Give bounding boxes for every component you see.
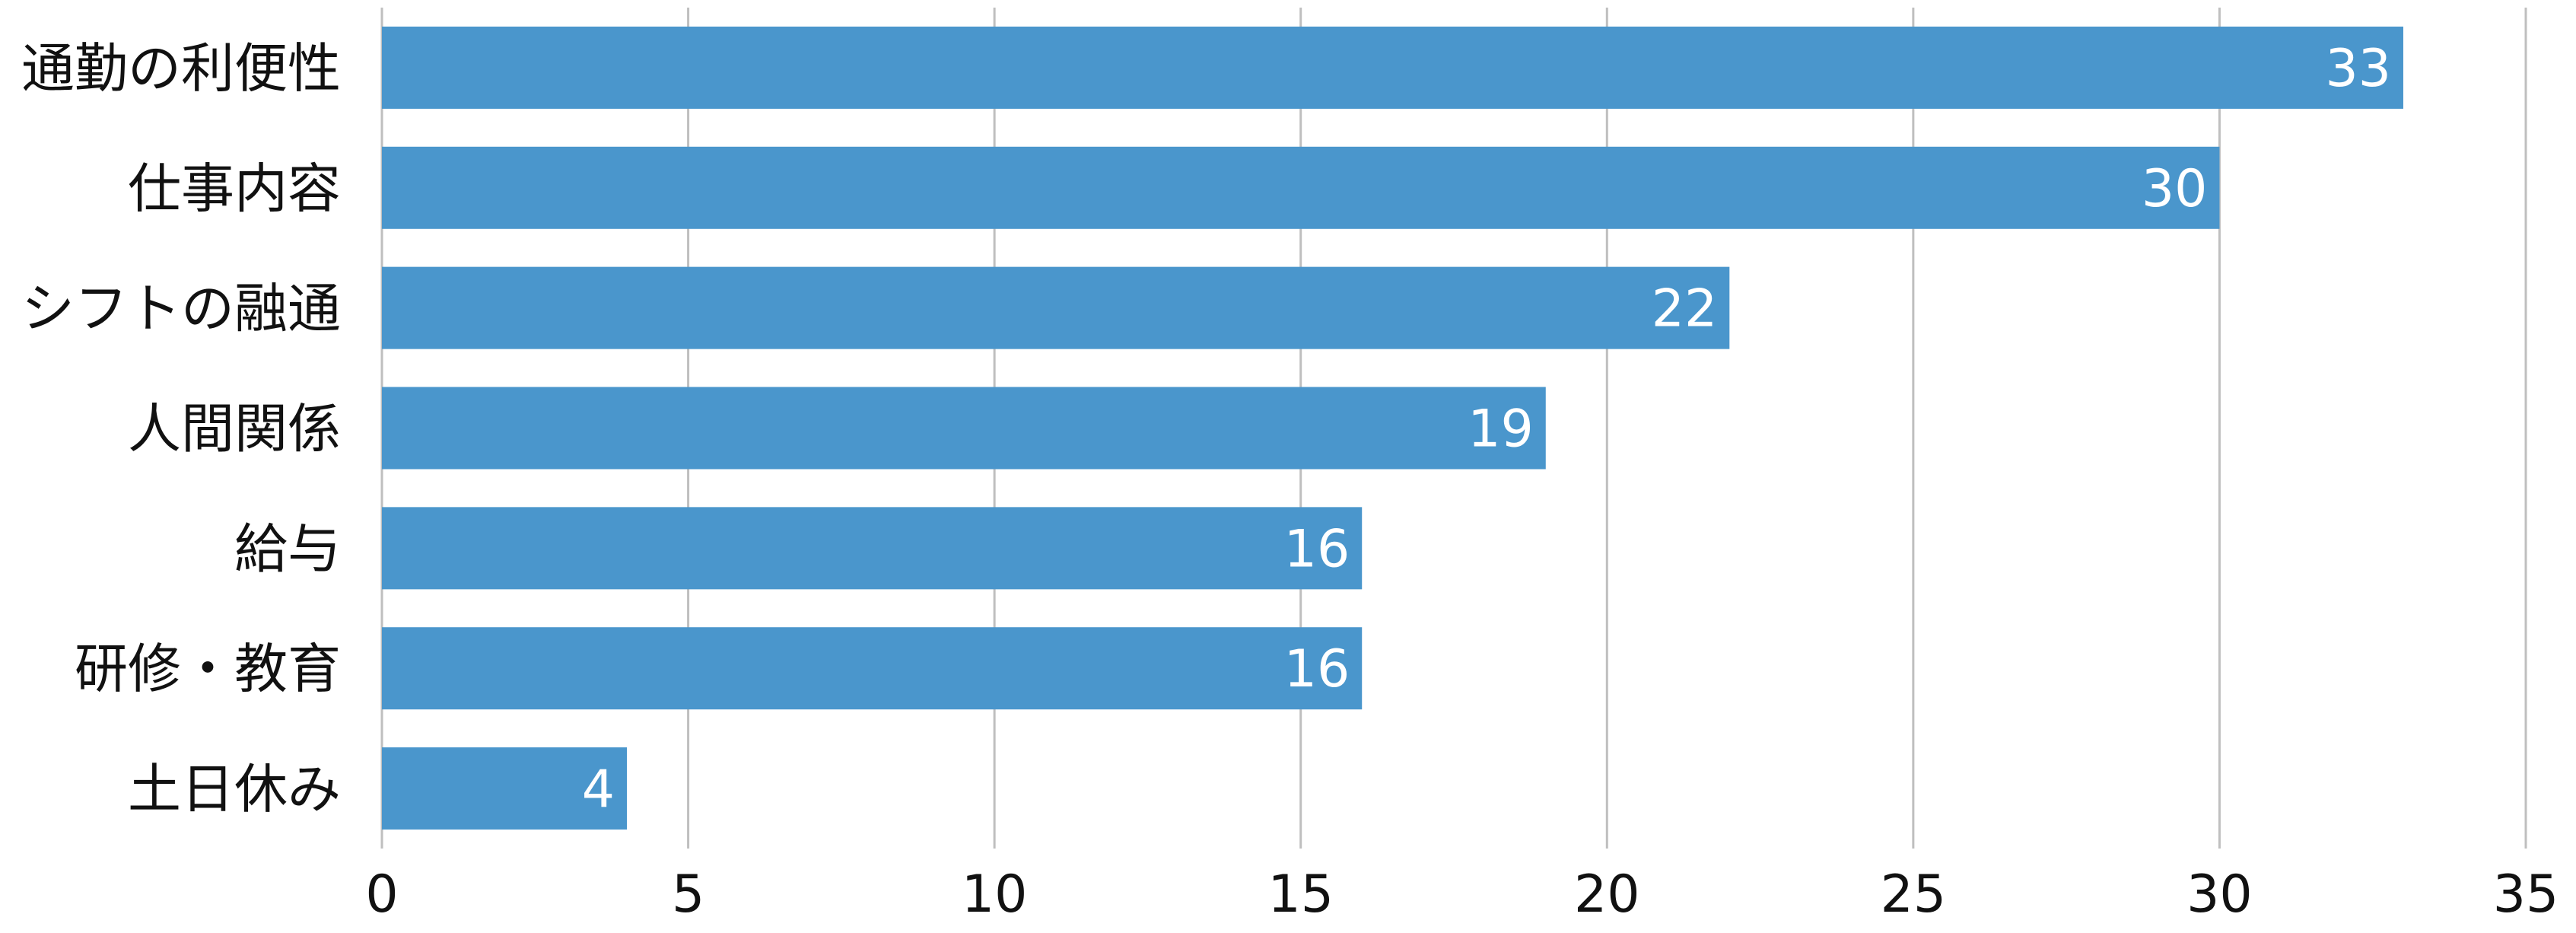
labels: 0 5 10 15 20 25 30 35 通勤の利便性 33 仕事内容 30 シフトの融通 22 人間関係… <box>21 37 2559 925</box>
data-label-5: 16 <box>1284 639 1350 699</box>
category-label-1: 仕事内容 <box>128 158 341 220</box>
bar-6 <box>382 747 628 830</box>
data-label-1: 30 <box>2142 159 2208 219</box>
bar-2 <box>382 266 1730 349</box>
bar-5 <box>382 627 1363 710</box>
x-tick-label-25: 25 <box>1881 865 1947 925</box>
x-tick-label-0: 0 <box>365 865 398 925</box>
category-label-0: 通勤の利便性 <box>21 37 341 100</box>
data-label-6: 4 <box>582 759 615 820</box>
x-tick-label-10: 10 <box>962 865 1028 925</box>
category-label-6: 土日休み <box>128 758 341 820</box>
category-label-5: 研修・教育 <box>75 638 341 700</box>
category-label-2: シフトの融通 <box>21 278 341 340</box>
bar-3 <box>382 387 1546 470</box>
data-label-2: 22 <box>1652 279 1718 339</box>
bar-0 <box>382 26 2403 109</box>
data-label-0: 33 <box>2325 39 2391 99</box>
bar-1 <box>382 146 2220 229</box>
x-tick-label-30: 30 <box>2186 865 2253 925</box>
data-label-3: 19 <box>1468 400 1534 460</box>
x-tick-label-5: 5 <box>672 865 704 925</box>
category-label-4: 給与 <box>234 517 341 580</box>
bars <box>382 26 2403 830</box>
x-tick-label-15: 15 <box>1267 865 1334 925</box>
category-label-3: 人間関係 <box>128 398 341 460</box>
bar-4 <box>382 507 1363 590</box>
x-tick-label-20: 20 <box>1574 865 1640 925</box>
x-tick-label-35: 35 <box>2493 865 2559 925</box>
data-label-4: 16 <box>1284 519 1350 579</box>
